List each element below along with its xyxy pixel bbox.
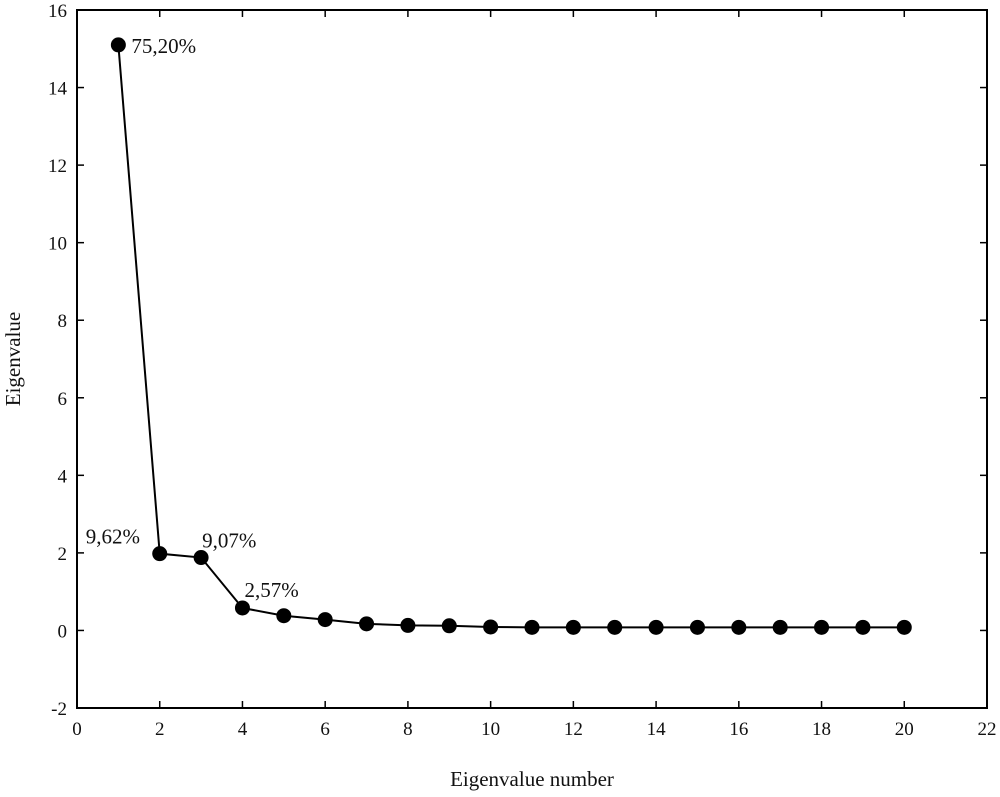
x-tick-label: 14 [647,719,667,740]
x-tick-label: 2 [155,719,165,740]
data-point [896,619,912,635]
y-tick-label: 10 [48,234,67,255]
x-tick-label: 16 [729,719,748,740]
data-point [359,616,375,632]
data-point [193,550,209,566]
data-point [441,618,457,634]
y-tick-label: 12 [48,156,67,177]
plot-frame [76,9,988,709]
y-tick-label: 0 [58,621,68,642]
data-point [565,619,581,635]
x-tick-label: 20 [895,719,914,740]
data-point [400,617,416,633]
y-tick-label: 4 [58,466,68,487]
x-tick-label: 18 [812,719,831,740]
data-point [855,619,871,635]
y-axis-title: Eigenvalue [1,312,25,406]
y-tick-label: 14 [48,79,68,100]
y-tick-label: 16 [48,1,67,22]
series-eigenvalues [110,37,912,635]
y-tick-label: 8 [58,311,68,332]
annotations: 75,20% 9,62% 9,07% 2,57% [86,34,299,602]
x-tick-label: 12 [564,719,583,740]
data-point [731,619,747,635]
x-tick-label: 8 [403,719,413,740]
x-tick-label: 4 [238,719,248,740]
y-tick-label: -2 [51,699,67,720]
data-point [689,619,705,635]
data-point [483,619,499,635]
x-axis-title: Eigenvalue number [450,767,614,791]
data-point [110,37,126,53]
data-point [317,612,333,628]
data-point [276,608,292,624]
data-point [814,619,830,635]
data-label: 2,57% [244,578,298,602]
x-tick-label: 22 [978,719,997,740]
data-label: 9,07% [202,529,256,553]
data-point [152,546,168,562]
y-tick-label: 2 [58,544,68,565]
x-tick-label: 6 [320,719,330,740]
data-point [524,619,540,635]
data-label: 9,62% [86,525,140,549]
data-point [648,619,664,635]
x-tick-label: 10 [481,719,500,740]
data-point [607,619,623,635]
data-point [772,619,788,635]
x-tick-label: 0 [72,719,82,740]
data-label: 75,20% [131,34,196,58]
data-point [234,600,250,616]
y-tick-label: 6 [58,389,68,410]
